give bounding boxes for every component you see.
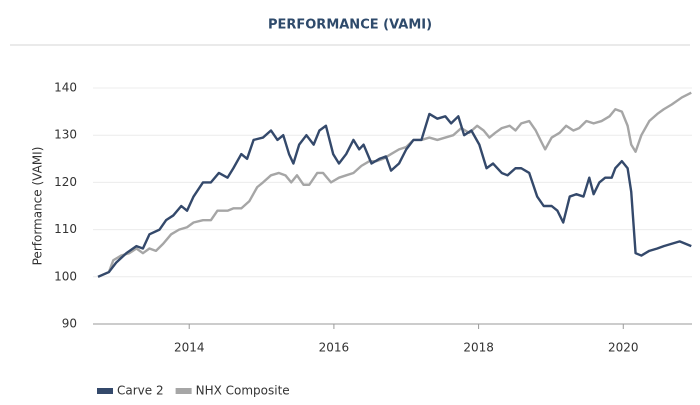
y-tick-label: 130 (54, 128, 77, 142)
y-axis-label: Performance (VAMI) (31, 147, 45, 266)
series-line (97, 112, 692, 278)
legend-swatch (175, 388, 192, 394)
x-tick-label: 2016 (319, 341, 350, 355)
legend-label: Carve 2 (117, 384, 164, 398)
series-line (97, 91, 692, 278)
y-tick-label: 120 (54, 175, 77, 189)
x-tick-label: 2018 (463, 341, 494, 355)
chart-title: PERFORMANCE (VAMI) (268, 18, 432, 33)
legend-label: NHX Composite (196, 384, 290, 398)
x-tick-label: 2020 (608, 341, 639, 355)
x-tick-label: 2014 (174, 341, 205, 355)
y-tick-label: 90 (62, 317, 77, 331)
legend-swatch (97, 388, 113, 394)
y-tick-label: 100 (54, 269, 77, 283)
y-tick-label: 110 (54, 222, 77, 236)
y-tick-label: 140 (54, 81, 77, 95)
